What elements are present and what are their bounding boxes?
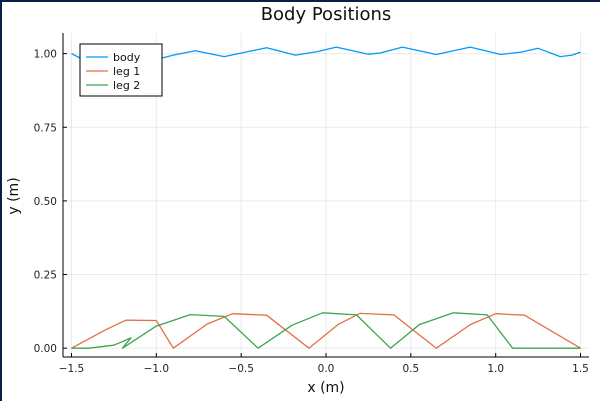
grid-lines	[63, 33, 589, 357]
legend-label-body: body	[113, 51, 141, 64]
x-tick-label: 1.5	[572, 363, 589, 375]
legend: body leg 1 leg 2	[79, 43, 163, 97]
y-tick-label: 0.00	[34, 343, 57, 355]
x-tick-label: 0.0	[318, 363, 335, 375]
series-line-leg-1	[71, 312, 581, 349]
x-tick-label: −1.0	[144, 363, 170, 375]
y-tick-label: 1.00	[34, 49, 57, 61]
series-line-leg-2	[71, 312, 581, 349]
y-tick-label: 0.25	[34, 270, 57, 282]
axes	[62, 33, 589, 358]
y-tick-label: 0.50	[34, 196, 57, 208]
x-tick-label: −1.5	[59, 363, 85, 375]
x-tick-label: −0.5	[228, 363, 254, 375]
y-tick-label: 0.75	[34, 122, 57, 134]
x-tick-label: 0.5	[402, 363, 419, 375]
legend-label-leg-2: leg 2	[113, 79, 140, 92]
x-axis-label: x (m)	[307, 380, 344, 396]
legend-label-leg-1: leg 1	[113, 65, 140, 78]
y-tick-labels: 0.00 0.25 0.50 0.75 1.00	[34, 49, 57, 356]
legend-box	[79, 43, 163, 97]
y-axis-label: y (m)	[6, 177, 22, 214]
x-tick-labels: −1.5 −1.0 −0.5 0.0 0.5 1.0 1.5	[59, 363, 589, 375]
x-tick-label: 1.0	[487, 363, 504, 375]
chart-title: Body Positions	[261, 4, 392, 25]
